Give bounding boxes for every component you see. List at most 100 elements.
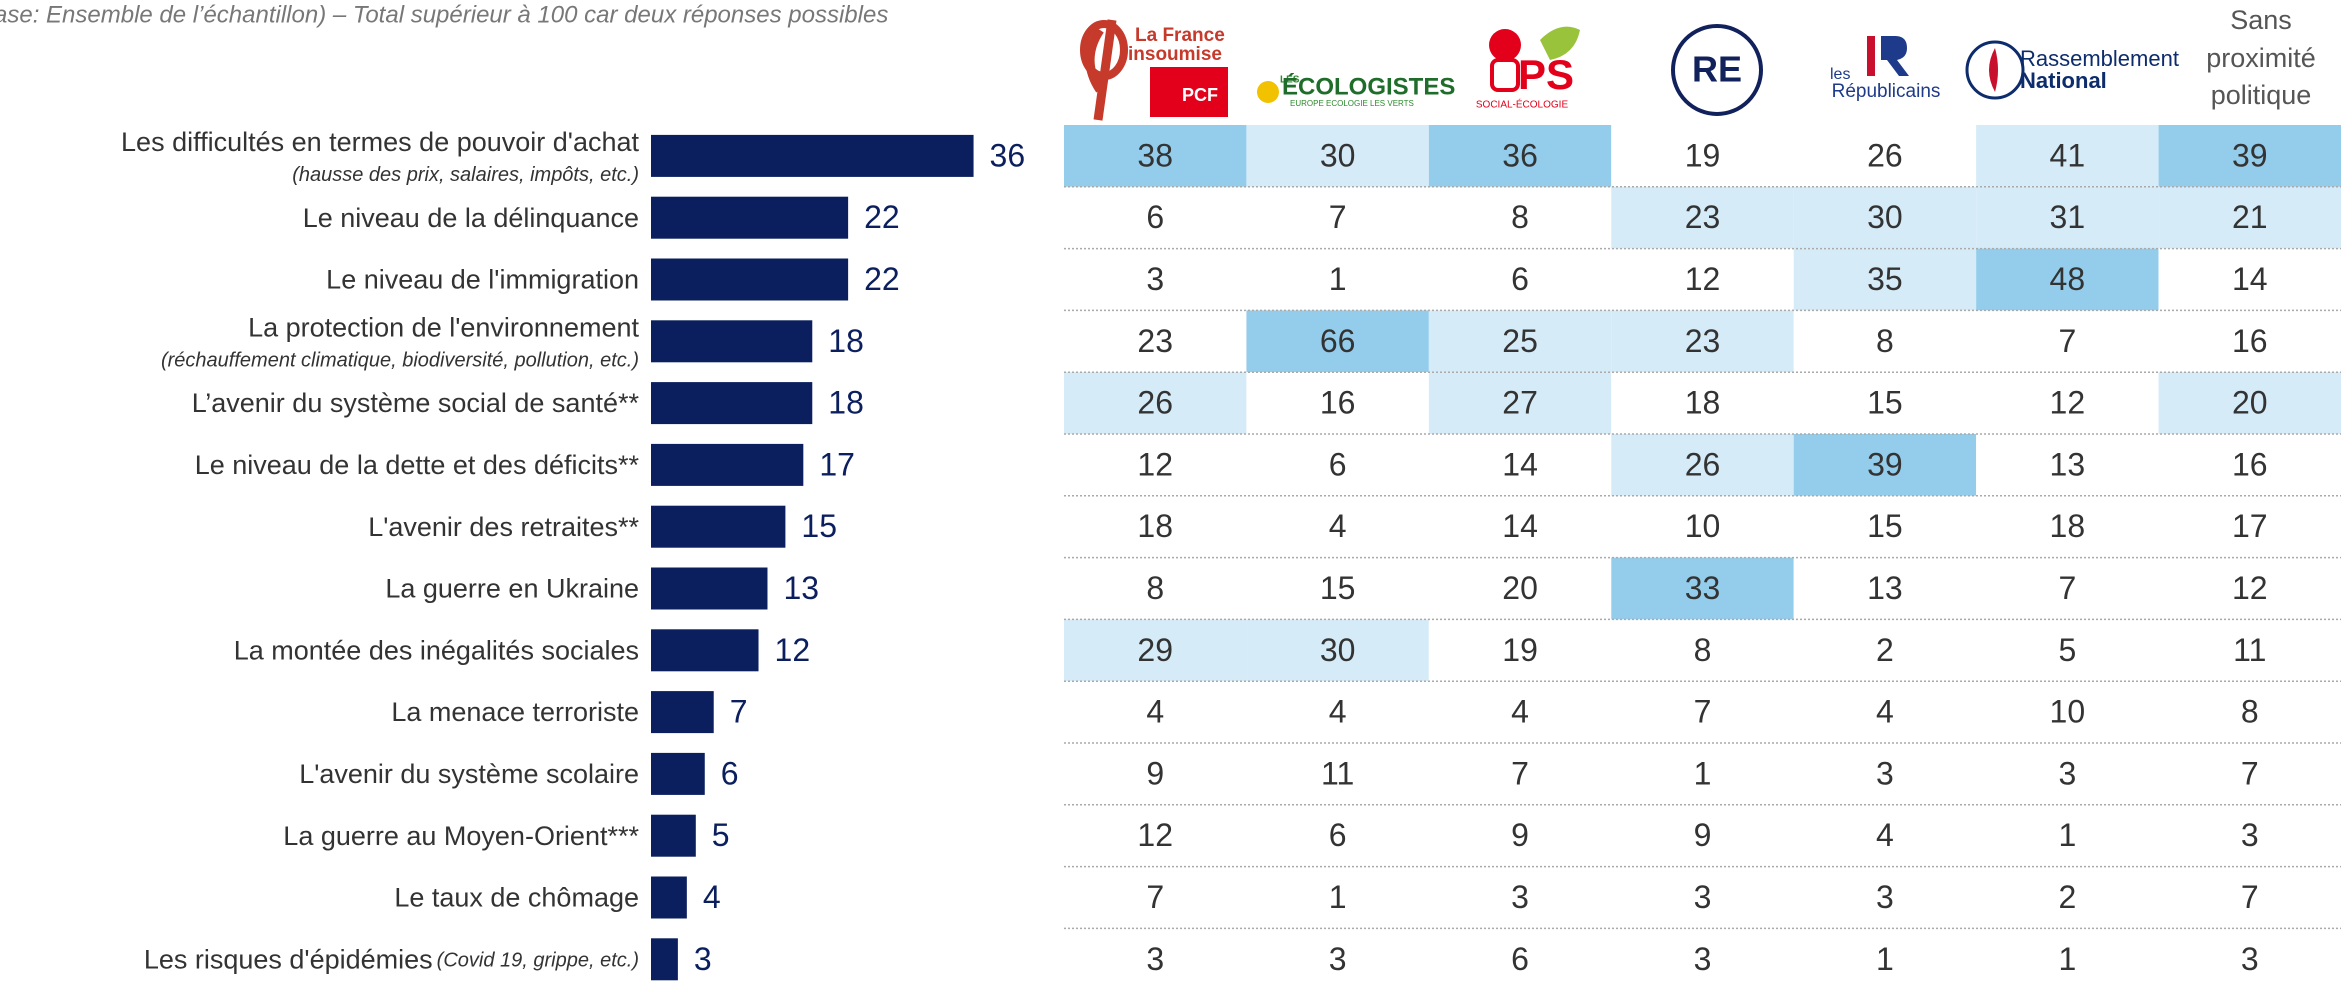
cell-value: 18 bbox=[2050, 508, 2086, 544]
cell-value: 25 bbox=[1502, 323, 1538, 359]
value-label: 6 bbox=[721, 755, 739, 791]
value-label: 4 bbox=[703, 879, 721, 915]
cell-value: 9 bbox=[1694, 817, 1712, 853]
cell-value: 3 bbox=[1146, 941, 1164, 977]
cell-highlight bbox=[1793, 866, 1977, 929]
cell-highlight bbox=[1064, 248, 1247, 311]
cell-highlight bbox=[1611, 186, 1794, 249]
cell-highlight bbox=[2158, 186, 2341, 249]
cell-highlight bbox=[1064, 866, 1247, 929]
cell-highlight bbox=[2158, 681, 2341, 743]
ps-rose bbox=[1489, 29, 1521, 61]
cell-value: 7 bbox=[2058, 570, 2076, 606]
cell-value: 14 bbox=[2232, 261, 2268, 297]
cell-highlight bbox=[1976, 619, 2159, 682]
cell-value: 7 bbox=[1329, 199, 1347, 235]
cell-highlight bbox=[1793, 557, 1977, 620]
cell-value: 38 bbox=[1137, 137, 1173, 173]
cell-highlight bbox=[2158, 372, 2341, 434]
cell-value: 26 bbox=[1867, 137, 1903, 173]
cell-value: 15 bbox=[1867, 385, 1903, 421]
cell-highlight bbox=[2158, 743, 2341, 805]
category-main: Les risques d'épidémies bbox=[144, 944, 433, 974]
bar bbox=[651, 196, 849, 239]
category-label: L’avenir du système social de santé** bbox=[192, 388, 640, 418]
cell-value: 12 bbox=[2050, 385, 2086, 421]
logo-ps: PS SOCIAL-ÉCOLOGIE bbox=[1476, 26, 1580, 111]
pcf-box bbox=[1150, 67, 1228, 117]
bar bbox=[651, 567, 768, 610]
cell-highlight bbox=[1428, 928, 1612, 983]
cell-value: 3 bbox=[1694, 941, 1712, 977]
category-label: La montée des inégalités sociales bbox=[234, 635, 639, 665]
cell-highlight bbox=[1976, 310, 2159, 373]
cell-value: 23 bbox=[1685, 199, 1721, 235]
logo-rn: Rassemblement National bbox=[1965, 40, 2179, 100]
cell-highlight bbox=[1428, 186, 1612, 249]
bar bbox=[651, 938, 678, 981]
cell-highlight bbox=[1611, 495, 1794, 558]
cell-value: 30 bbox=[1320, 137, 1356, 173]
cell-value: 16 bbox=[1320, 385, 1356, 421]
cell-value: 4 bbox=[1146, 694, 1164, 730]
category-note: (Covid 19, grippe, etc.) bbox=[437, 950, 639, 972]
cell-highlight bbox=[1976, 186, 2159, 249]
value-label: 22 bbox=[864, 261, 900, 297]
cell-value: 3 bbox=[1146, 261, 1164, 297]
cell-value: 7 bbox=[2241, 879, 2259, 915]
cell-value: 3 bbox=[2058, 755, 2076, 791]
cell-highlight bbox=[1428, 310, 1612, 373]
category-label: Le taux de chômage bbox=[394, 883, 639, 913]
cell-highlight bbox=[1976, 743, 2159, 805]
cell-highlight bbox=[1064, 310, 1247, 373]
cell-highlight bbox=[1793, 248, 1977, 311]
value-label: 3 bbox=[694, 941, 712, 977]
cell-value: 39 bbox=[2232, 137, 2268, 173]
cell-value: 29 bbox=[1137, 632, 1173, 668]
category-note: (réchauffement climatique, biodiversité,… bbox=[161, 350, 639, 372]
logo-text: La France bbox=[1135, 25, 1225, 46]
cell-value: 4 bbox=[1876, 694, 1894, 730]
cell-value: 3 bbox=[1511, 879, 1529, 915]
logo-text: PS bbox=[1518, 51, 1574, 98]
cell-highlight bbox=[1246, 495, 1429, 558]
cell-value: 20 bbox=[2232, 385, 2268, 421]
cell-highlight bbox=[1246, 125, 1429, 187]
cell-highlight bbox=[1246, 248, 1429, 311]
cell-value: 7 bbox=[2241, 755, 2259, 791]
bar bbox=[651, 629, 759, 672]
cell-value: 12 bbox=[2232, 570, 2268, 606]
cell-value: 5 bbox=[2058, 632, 2076, 668]
cell-value: 3 bbox=[1876, 879, 1894, 915]
cell-highlight bbox=[1793, 125, 1977, 187]
cell-value: 6 bbox=[1329, 446, 1347, 482]
cell-value: 2 bbox=[2058, 879, 2076, 915]
cell-highlight bbox=[1428, 434, 1612, 496]
cell-highlight bbox=[1428, 619, 1612, 682]
cell-value: 16 bbox=[2232, 323, 2268, 359]
column-header: politique bbox=[2211, 80, 2312, 110]
logo-text: Rassemblement bbox=[2020, 46, 2179, 71]
cell-highlight bbox=[1246, 372, 1429, 434]
cell-highlight bbox=[1976, 681, 2159, 743]
cell-highlight bbox=[1793, 743, 1977, 805]
cell-highlight bbox=[1246, 804, 1429, 867]
cell-value: 8 bbox=[1511, 199, 1529, 235]
cell-value: 30 bbox=[1867, 199, 1903, 235]
logo-lfi: La France insoumise PCF bbox=[1080, 19, 1228, 121]
value-label: 5 bbox=[712, 817, 730, 853]
cell-highlight bbox=[1611, 248, 1794, 311]
cell-value: 9 bbox=[1146, 755, 1164, 791]
cell-highlight bbox=[1793, 681, 1977, 743]
value-label: 12 bbox=[775, 632, 811, 668]
value-label: 15 bbox=[801, 508, 837, 544]
subtitle: ase: Ensemble de l’échantillon) – Total … bbox=[0, 1, 888, 28]
cell-value: 16 bbox=[2232, 446, 2268, 482]
value-label: 18 bbox=[828, 385, 864, 421]
cell-highlight bbox=[1976, 372, 2159, 434]
cell-value: 1 bbox=[1329, 261, 1347, 297]
cell-value: 33 bbox=[1685, 570, 1721, 606]
category-label: La guerre au Moyen-Orient*** bbox=[283, 821, 639, 851]
cell-value: 14 bbox=[1502, 508, 1538, 544]
